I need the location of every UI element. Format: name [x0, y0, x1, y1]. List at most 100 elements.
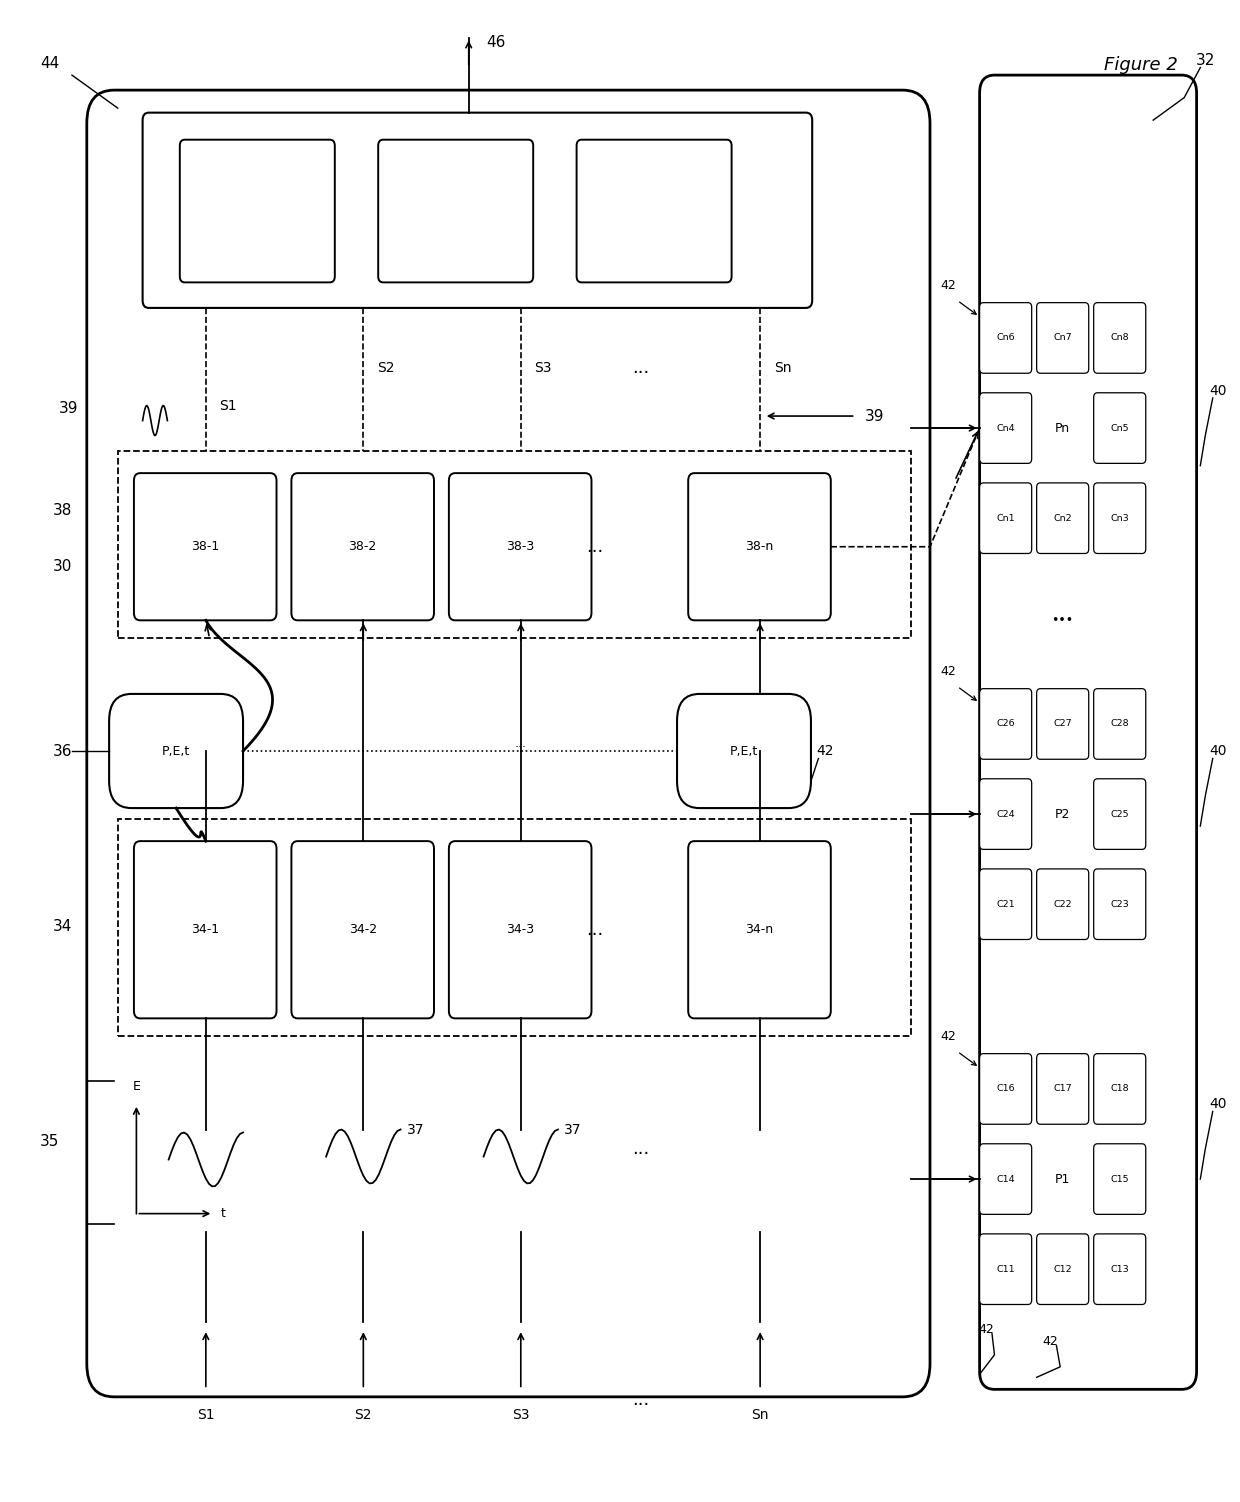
Text: 38-3: 38-3	[506, 541, 534, 553]
FancyBboxPatch shape	[980, 1145, 1032, 1214]
Text: C18: C18	[1110, 1084, 1130, 1093]
Text: E: E	[133, 1080, 140, 1093]
Text: 46: 46	[486, 35, 506, 50]
FancyBboxPatch shape	[1037, 688, 1089, 759]
Text: C12: C12	[1053, 1265, 1073, 1274]
FancyBboxPatch shape	[688, 473, 831, 620]
Text: S2: S2	[377, 360, 394, 376]
FancyBboxPatch shape	[1037, 303, 1089, 372]
Text: ...: ...	[587, 538, 604, 556]
Text: ...: ...	[632, 1140, 650, 1158]
Bar	[118, 451, 911, 638]
Text: Figure 2: Figure 2	[1104, 56, 1178, 74]
FancyBboxPatch shape	[143, 113, 812, 308]
FancyBboxPatch shape	[1037, 1054, 1089, 1123]
Text: S3: S3	[534, 360, 552, 376]
FancyBboxPatch shape	[1094, 1054, 1146, 1123]
FancyBboxPatch shape	[1094, 778, 1146, 849]
FancyBboxPatch shape	[1094, 392, 1146, 463]
Text: C27: C27	[1053, 719, 1073, 728]
Text: Cn3: Cn3	[1110, 514, 1130, 523]
Text: C25: C25	[1110, 810, 1130, 819]
Text: ...: ...	[632, 359, 650, 377]
FancyBboxPatch shape	[291, 473, 434, 620]
FancyBboxPatch shape	[1094, 868, 1146, 940]
FancyBboxPatch shape	[1094, 688, 1146, 759]
Text: C16: C16	[996, 1084, 1016, 1093]
Text: Cn2: Cn2	[1053, 514, 1073, 523]
FancyBboxPatch shape	[980, 303, 1032, 372]
Text: ...: ...	[587, 921, 604, 939]
Text: 38-n: 38-n	[745, 541, 774, 553]
Text: C28: C28	[1110, 719, 1130, 728]
FancyBboxPatch shape	[87, 90, 930, 1397]
Text: 42: 42	[941, 279, 956, 291]
Text: C15: C15	[1110, 1175, 1130, 1184]
Text: Cn4: Cn4	[996, 424, 1016, 433]
Text: S2: S2	[355, 1407, 372, 1422]
Text: t: t	[221, 1208, 226, 1220]
FancyBboxPatch shape	[980, 1054, 1032, 1123]
FancyBboxPatch shape	[1037, 482, 1089, 553]
FancyBboxPatch shape	[677, 694, 811, 808]
Text: S1: S1	[197, 1407, 215, 1422]
Bar	[118, 819, 911, 1036]
FancyBboxPatch shape	[449, 841, 591, 1018]
FancyBboxPatch shape	[980, 392, 1032, 463]
FancyBboxPatch shape	[577, 140, 732, 282]
Text: Cn7: Cn7	[1053, 333, 1073, 342]
Text: Cn8: Cn8	[1110, 333, 1130, 342]
Text: S1: S1	[219, 398, 237, 413]
FancyBboxPatch shape	[109, 694, 243, 808]
Text: C26: C26	[996, 719, 1016, 728]
Text: 30: 30	[52, 559, 72, 574]
FancyBboxPatch shape	[1037, 868, 1089, 940]
FancyBboxPatch shape	[180, 140, 335, 282]
Text: P,E,t: P,E,t	[162, 745, 190, 757]
Text: 34-2: 34-2	[348, 924, 377, 936]
Text: •••: •••	[1052, 614, 1074, 626]
FancyBboxPatch shape	[1094, 1235, 1146, 1304]
Text: 40: 40	[1209, 383, 1226, 398]
Text: S3: S3	[512, 1407, 529, 1422]
FancyBboxPatch shape	[1094, 303, 1146, 372]
FancyBboxPatch shape	[980, 868, 1032, 940]
Text: 44: 44	[40, 56, 60, 71]
Text: 34-1: 34-1	[191, 924, 219, 936]
Text: 34-n: 34-n	[745, 924, 774, 936]
Text: P1: P1	[1055, 1173, 1070, 1185]
Text: Cn1: Cn1	[996, 514, 1016, 523]
Text: Pn: Pn	[1055, 422, 1070, 434]
Text: C13: C13	[1110, 1265, 1130, 1274]
Text: 37: 37	[407, 1122, 424, 1137]
Text: ...: ...	[515, 737, 527, 749]
Text: 42: 42	[978, 1323, 993, 1335]
FancyBboxPatch shape	[980, 778, 1032, 849]
Text: 34: 34	[52, 919, 72, 934]
FancyBboxPatch shape	[378, 140, 533, 282]
Text: 42: 42	[941, 1030, 956, 1042]
Text: 40: 40	[1209, 743, 1226, 759]
FancyBboxPatch shape	[134, 473, 277, 620]
Text: 38-1: 38-1	[191, 541, 219, 553]
Text: 42: 42	[1043, 1335, 1058, 1347]
Text: P2: P2	[1055, 808, 1070, 820]
FancyBboxPatch shape	[688, 841, 831, 1018]
Text: C21: C21	[996, 900, 1016, 909]
Text: 37: 37	[564, 1122, 582, 1137]
Text: C24: C24	[996, 810, 1016, 819]
Text: 38-2: 38-2	[348, 541, 377, 553]
FancyBboxPatch shape	[980, 688, 1032, 759]
Text: 34-3: 34-3	[506, 924, 534, 936]
Text: ...: ...	[632, 1391, 650, 1409]
Text: C17: C17	[1053, 1084, 1073, 1093]
Text: 42: 42	[941, 665, 956, 677]
FancyBboxPatch shape	[1037, 1235, 1089, 1304]
Text: 39: 39	[864, 409, 884, 424]
Text: 36: 36	[52, 743, 72, 759]
Text: C14: C14	[996, 1175, 1016, 1184]
Text: 40: 40	[1209, 1096, 1226, 1111]
FancyBboxPatch shape	[1094, 1145, 1146, 1214]
Text: Sn: Sn	[774, 360, 791, 376]
Text: 39: 39	[58, 401, 78, 416]
